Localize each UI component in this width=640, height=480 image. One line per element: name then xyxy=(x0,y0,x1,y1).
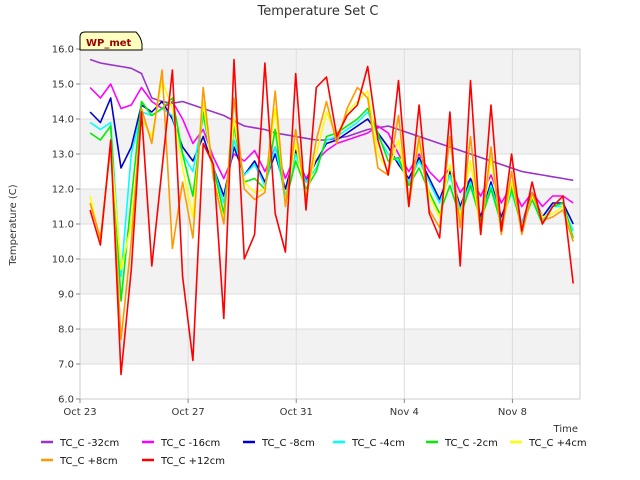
annotation-label: WP_met xyxy=(86,38,132,49)
series-lines xyxy=(89,58,574,376)
y-tick-label: 9.0 xyxy=(58,290,74,301)
y-tick-label: 8.0 xyxy=(58,325,74,336)
y-tick-label: 7.0 xyxy=(58,360,74,371)
plot-band xyxy=(80,49,580,84)
legend-label: TC_C -2cm xyxy=(444,438,498,449)
series-line-tc-c-8cm xyxy=(89,69,574,341)
plot-band xyxy=(80,364,580,399)
y-axis-label: Temperature (C) xyxy=(8,184,19,266)
x-tick-label: Oct 27 xyxy=(172,407,205,418)
legend-label: TC_C -4cm xyxy=(351,438,405,449)
legend: TC_C -32cm TC_C -16cm TC_C -8cm TC_C -4cm TC… xyxy=(41,438,587,467)
plot-band xyxy=(80,224,580,259)
plot-band xyxy=(80,329,580,364)
annotation-shape xyxy=(79,31,143,51)
legend-label: TC_C +4cm xyxy=(528,438,587,449)
y-axis-ticks: 6.0 7.0 8.0 9.0 10.0 11.0 12.0 13.0 14.0 15.0 16.0 xyxy=(52,45,80,406)
legend-label: TC_C +12cm xyxy=(160,456,225,467)
x-axis-label: Time xyxy=(553,424,578,435)
legend-label: TC_C -16cm xyxy=(160,438,220,449)
series-line-tc-c-12cm xyxy=(89,58,574,376)
x-tick-label: Nov 8 xyxy=(498,407,527,418)
x-tick-label: Nov 4 xyxy=(390,407,419,418)
legend-label: TC_C -32cm xyxy=(59,438,119,449)
series-line-tc-c-2cm xyxy=(89,97,574,302)
y-tick-label: 12.0 xyxy=(52,185,74,196)
y-tick-label: 6.0 xyxy=(58,395,74,406)
series-line-tc-c-8cm xyxy=(89,97,574,225)
x-axis-ticks: Oct 23 Oct 27 Oct 31 Nov 4 Nov 8 xyxy=(63,399,527,418)
x-tick-label: Oct 23 xyxy=(63,407,96,418)
plot-band xyxy=(80,154,580,189)
x-tick-label: Oct 31 xyxy=(280,407,313,418)
legend-label: TC_C -8cm xyxy=(261,438,315,449)
plot-band xyxy=(80,259,580,294)
chart-title: Temperature Set C xyxy=(256,4,378,19)
y-tick-label: 14.0 xyxy=(52,115,74,126)
y-tick-label: 15.0 xyxy=(52,80,74,91)
y-tick-label: 10.0 xyxy=(52,255,74,266)
series-line-tc-c-4cm xyxy=(89,107,574,278)
legend-label: TC_C +8cm xyxy=(59,456,118,467)
y-tick-label: 16.0 xyxy=(52,45,74,56)
plot-band xyxy=(80,294,580,329)
y-tick-label: 11.0 xyxy=(52,220,74,231)
annotation-box: WP_met xyxy=(79,31,143,51)
y-tick-label: 13.0 xyxy=(52,150,74,161)
